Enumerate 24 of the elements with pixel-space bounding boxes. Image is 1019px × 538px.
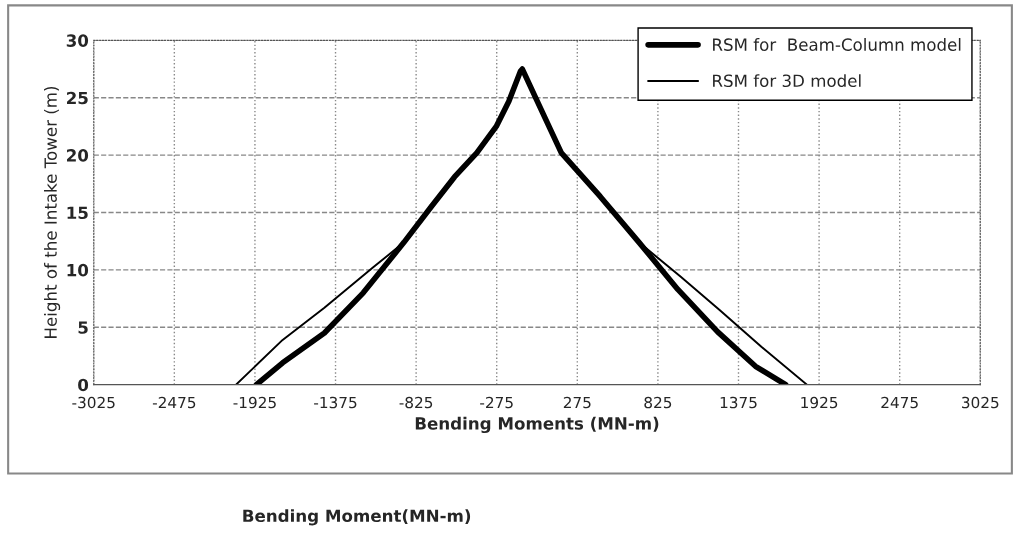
x-tick-label: -3025	[72, 396, 115, 409]
legend-label: RSM for Beam-Column model	[713, 38, 961, 51]
x-tick-label: 2475	[881, 396, 918, 409]
x-tick-label: -2475	[152, 396, 196, 409]
y-tick-label: 25	[67, 91, 88, 105]
x-tick-label: 1375	[720, 396, 757, 409]
x-tick-label: 275	[563, 396, 591, 409]
y-tick-label: 20	[67, 149, 89, 162]
y-axis-title: Height of the Intake Tower (m)	[44, 86, 61, 338]
x-tick-label: 1925	[801, 396, 838, 409]
x-axis-title: Bending Moments (MN-m)	[415, 416, 659, 434]
y-tick-label: 30	[66, 34, 89, 47]
y-tick-label: 15	[67, 206, 88, 220]
x-tick-label: -1375	[314, 396, 357, 409]
y-tick-label: 5	[78, 321, 88, 334]
x-tick-label: -1925	[233, 396, 276, 409]
x-tick-label: -275	[480, 396, 513, 409]
x-tick-label: 825	[644, 396, 672, 409]
y-tick-label: 10	[67, 263, 89, 277]
legend-label: RSM for 3D model	[713, 74, 861, 88]
y-tick-label: 0	[78, 378, 89, 392]
text: Bending Moment(MN-m)	[243, 509, 471, 526]
x-tick-label: 3025	[962, 396, 999, 409]
x-tick-label: -825	[399, 396, 433, 409]
